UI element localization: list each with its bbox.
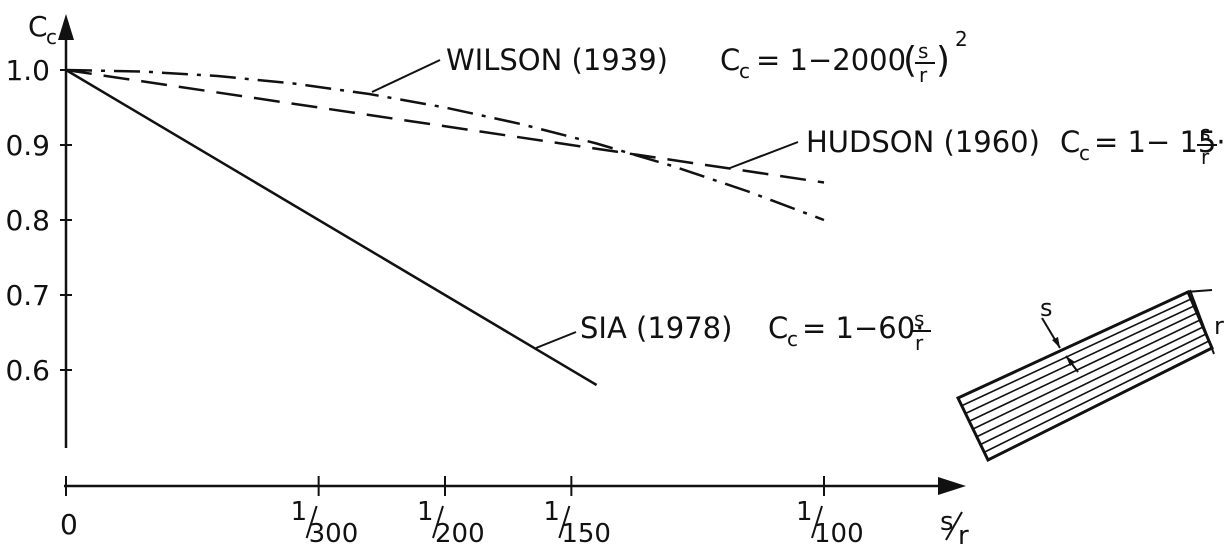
hudson-annotation: HUDSON (1960) C c = 1− 15· s r	[729, 121, 1226, 169]
inset-r-label: r	[1214, 312, 1224, 340]
x-tick-label-slash-2	[432, 505, 444, 539]
sia-leader	[535, 331, 577, 349]
inset-s-label: s	[1040, 294, 1053, 322]
sia-formula-rhs: = 1−60·	[802, 311, 924, 345]
x-tick-label-num-2: 1	[417, 497, 434, 527]
hudson-label: HUDSON (1960)	[806, 125, 1040, 159]
sia-formula-lhs: C	[768, 311, 788, 345]
sia-frac-num: s	[914, 307, 924, 331]
inset-lamella-line	[961, 298, 1192, 407]
wilson-annotation: WILSON (1939) C c = 1−2000 ( s r ) 2	[371, 27, 968, 93]
x-tick-label-0: 0	[60, 508, 78, 541]
inset-r-tick	[1185, 289, 1213, 293]
wilson-power: 2	[955, 27, 968, 51]
x-tick-label-den-4: 100	[814, 519, 864, 546]
hudson-frac-num: s	[1200, 121, 1210, 145]
x-tick-label-den-3: 150	[561, 519, 611, 546]
y-axis-label: C	[28, 10, 48, 43]
x-axis	[64, 477, 966, 495]
y-ticks: 1.0 0.9 0.8 0.7 0.6	[5, 54, 72, 387]
x-tick-label-num-1: 1	[291, 497, 308, 527]
x-axis-label-denominator: r	[958, 521, 969, 546]
inset-lamella-line	[965, 305, 1195, 415]
inset-r-dimension	[1189, 289, 1215, 355]
hudson-formula-sub: c	[1079, 141, 1090, 165]
wilson-leader	[371, 59, 441, 93]
x-tick-label-num-4: 1	[796, 497, 813, 527]
wilson-paren-open: (	[903, 40, 917, 81]
sia-annotation: SIA (1978) C c = 1−60· s r	[535, 307, 931, 355]
y-axis	[58, 14, 74, 448]
y-tick-label-4: 0.6	[5, 354, 50, 387]
wilson-formula-sub: c	[739, 59, 750, 83]
hudson-frac-den: r	[1201, 145, 1210, 169]
wilson-frac-num: s	[918, 39, 928, 63]
x-axis-label-numerator: s	[940, 507, 954, 537]
wilson-formula-rhs: = 1−2000	[756, 43, 906, 77]
wilson-frac-den: r	[919, 63, 928, 87]
series-line-dashed	[65, 68, 825, 184]
series-line-solid	[65, 68, 598, 387]
inset-s-arrowhead-bottom	[1066, 356, 1075, 366]
y-tick-label-1: 0.9	[5, 129, 50, 162]
inset-lamellae	[961, 298, 1210, 453]
x-tick-label-den-1: 300	[309, 519, 359, 546]
x-tick-label-den-2: 200	[435, 519, 485, 546]
x-tick-label-slash-1	[305, 505, 318, 539]
sia-label: SIA (1978)	[580, 311, 732, 345]
y-tick-label-0: 1.0	[5, 54, 50, 87]
series-lines	[65, 68, 825, 387]
x-tick-label-num-3: 1	[543, 497, 560, 527]
wilson-formula-lhs: C	[720, 43, 740, 77]
sia-formula-sub: c	[787, 327, 798, 351]
hudson-formula-lhs: C	[1060, 125, 1080, 159]
hudson-leader	[729, 141, 799, 169]
x-tick-label-slash-3	[558, 505, 571, 539]
inset-lamella-line	[980, 333, 1207, 446]
inset-lamella-line	[972, 319, 1201, 430]
y-tick-label-3: 0.7	[5, 279, 50, 312]
inset-lamella-line	[968, 312, 1198, 422]
y-tick-label-2: 0.8	[5, 204, 50, 237]
x-axis-label-slash	[945, 511, 963, 541]
y-axis-label-subscript: c	[46, 25, 57, 49]
series-line-dashdot	[65, 68, 825, 222]
x-tick-label-slash-4	[811, 505, 823, 539]
inset-s-arrowhead-top	[1052, 337, 1060, 348]
sia-frac-den: r	[915, 331, 924, 355]
wilson-label: WILSON (1939)	[446, 43, 668, 77]
hudson-formula-rhs: = 1− 15·	[1094, 125, 1226, 159]
wilson-paren-close: )	[936, 40, 950, 81]
laminated-beam-inset: s r	[955, 289, 1224, 463]
inset-lamella-line	[983, 340, 1210, 453]
inset-lamella-line	[976, 326, 1204, 438]
